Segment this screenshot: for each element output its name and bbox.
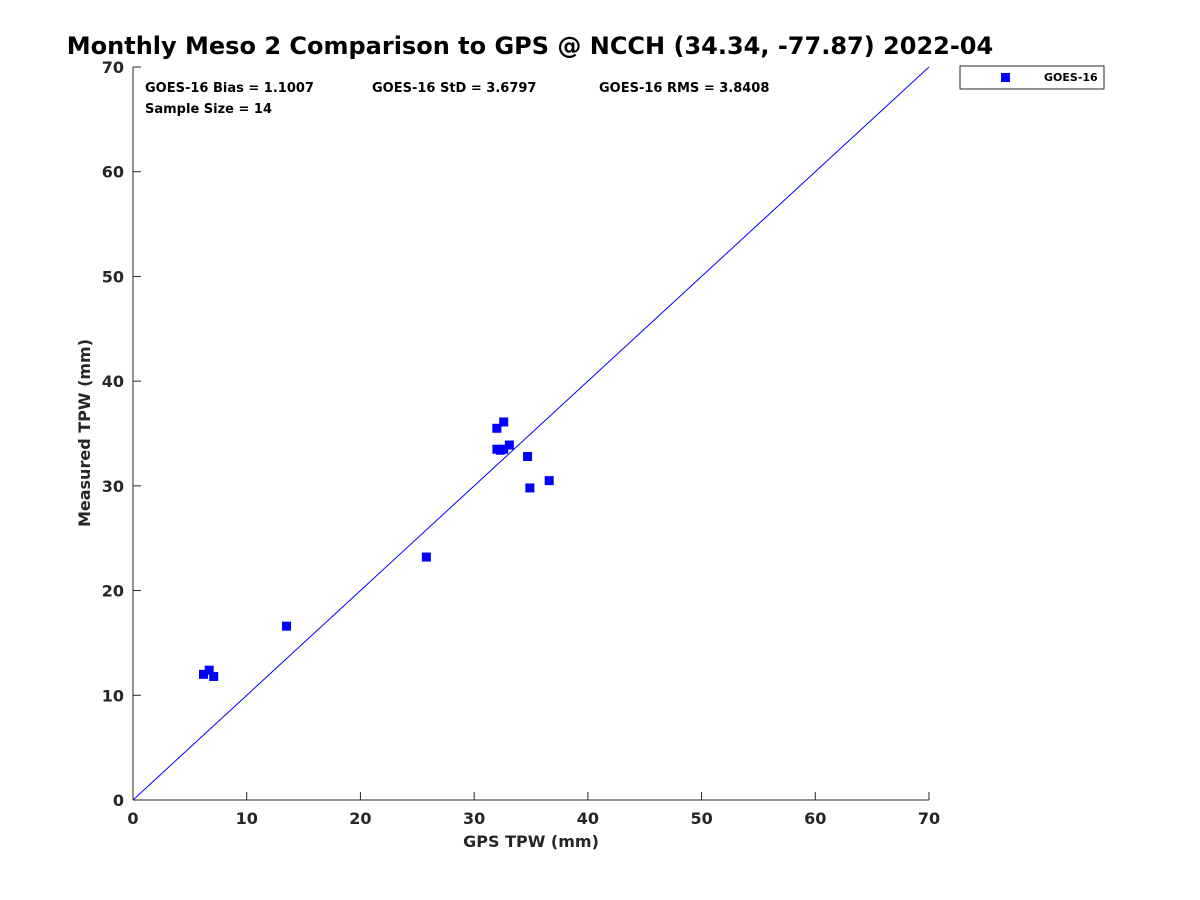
x-axis-ticks: 0 10 20 30 40 50 60 70 xyxy=(127,792,940,828)
data-point xyxy=(544,476,554,486)
x-tick-label: 50 xyxy=(690,809,712,828)
legend: GOES-16 xyxy=(959,65,1105,90)
y-tick-label: 70 xyxy=(102,58,124,77)
x-tick-label: 40 xyxy=(577,809,599,828)
sample-size-stat: Sample Size = 14 xyxy=(145,102,272,117)
x-tick-label: 10 xyxy=(236,809,258,828)
x-tick-label: 60 xyxy=(804,809,826,828)
y-tick-label: 20 xyxy=(102,582,124,601)
data-point xyxy=(495,445,505,455)
x-tick-label: 70 xyxy=(918,809,940,828)
data-point xyxy=(504,440,514,450)
legend-box xyxy=(959,65,1105,90)
data-points xyxy=(199,417,554,681)
data-point xyxy=(204,665,214,675)
y-axis-label: Measured TPW (mm) xyxy=(75,339,94,527)
x-tick-label: 30 xyxy=(463,809,485,828)
x-tick-label: 0 xyxy=(127,809,138,828)
y-tick-label: 10 xyxy=(102,686,124,705)
plot-area: 0 10 20 30 40 50 60 70 0 10 20 30 40 50 60 70 xyxy=(102,58,940,828)
one-to-one-reference-line xyxy=(132,66,930,801)
y-tick-label: 60 xyxy=(102,163,124,182)
y-tick-label: 40 xyxy=(102,372,124,391)
data-point xyxy=(209,671,219,681)
data-point xyxy=(499,417,509,427)
y-axis-ticks: 0 10 20 30 40 50 60 70 xyxy=(102,58,141,810)
chart-title: Monthly Meso 2 Comparison to GPS @ NCCH … xyxy=(67,32,993,60)
data-point xyxy=(523,452,533,462)
y-tick-label: 0 xyxy=(113,791,124,810)
data-point xyxy=(282,621,292,631)
y-tick-label: 50 xyxy=(102,267,124,286)
legend-label-goes16: GOES-16 xyxy=(1044,71,1098,84)
data-point xyxy=(492,423,502,433)
bias-stat: GOES-16 Bias = 1.1007 xyxy=(145,81,314,96)
data-point xyxy=(199,669,209,679)
std-stat: GOES-16 StD = 3.6797 xyxy=(372,81,536,96)
y-tick-label: 30 xyxy=(102,477,124,496)
x-tick-label: 20 xyxy=(349,809,371,828)
rms-stat: GOES-16 RMS = 3.8408 xyxy=(599,81,769,96)
x-axis-label: GPS TPW (mm) xyxy=(463,832,599,851)
data-point xyxy=(525,483,535,493)
data-point xyxy=(421,552,431,562)
legend-marker-goes16 xyxy=(1001,73,1010,82)
